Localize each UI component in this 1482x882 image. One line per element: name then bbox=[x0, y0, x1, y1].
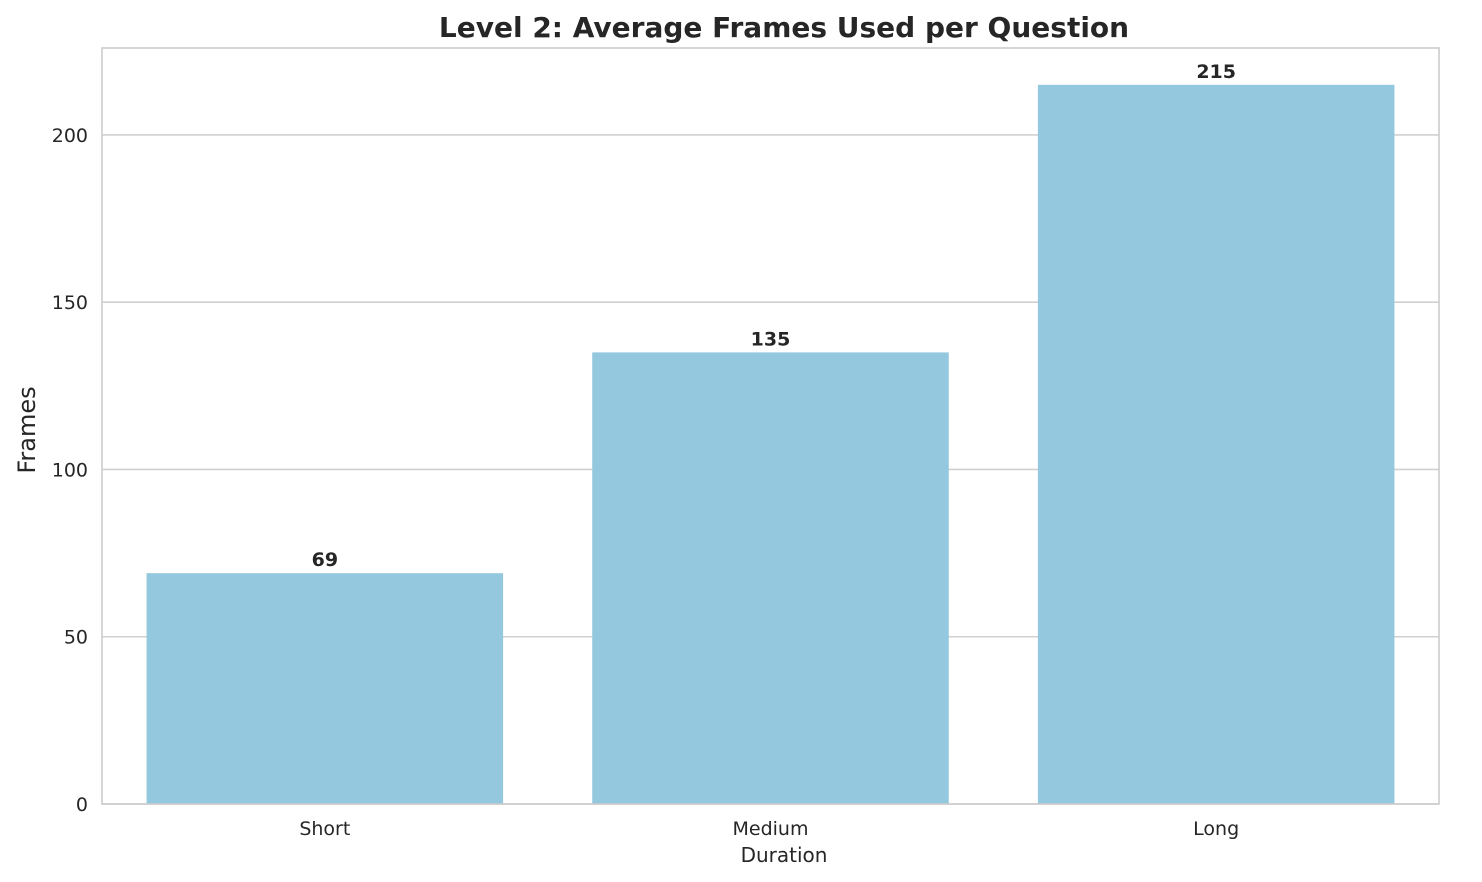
chart-title: Level 2: Average Frames Used per Questio… bbox=[439, 11, 1129, 44]
y-tick-label: 50 bbox=[64, 627, 88, 649]
bar-long bbox=[1037, 84, 1395, 805]
x-tick-label: Medium bbox=[733, 818, 809, 840]
data-label: 135 bbox=[751, 328, 791, 350]
bar-medium bbox=[592, 352, 949, 804]
bars bbox=[146, 84, 1395, 805]
axes-frame bbox=[101, 47, 1440, 805]
plot-frame bbox=[101, 47, 1440, 805]
data-label: 215 bbox=[1196, 61, 1236, 83]
x-tick-label: Long bbox=[1193, 818, 1239, 840]
y-tick-label: 200 bbox=[52, 125, 88, 147]
bar-short bbox=[146, 573, 504, 804]
tick-labels: 0 50 100 150 200 Short Medium Long bbox=[52, 125, 1239, 840]
y-axis-label: Frames bbox=[13, 386, 41, 473]
y-tick-label: 150 bbox=[52, 292, 88, 314]
x-tick-label: Short bbox=[299, 818, 350, 840]
x-axis-label: Duration bbox=[741, 843, 828, 867]
data-labels: 69 135 215 bbox=[312, 61, 1236, 571]
y-tick-label: 0 bbox=[76, 794, 88, 816]
y-tick-label: 100 bbox=[52, 459, 88, 481]
data-label: 69 bbox=[312, 549, 338, 571]
